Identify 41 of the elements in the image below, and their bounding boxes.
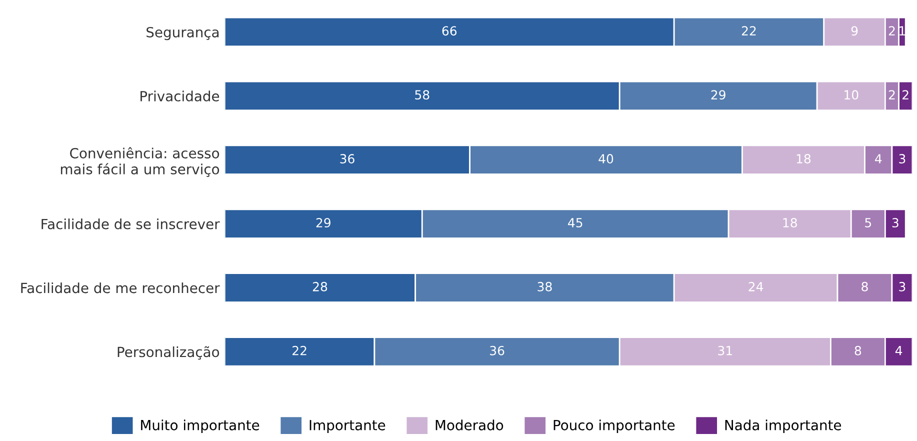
y-tick-label: Facilidade de se inscrever bbox=[42, 218, 220, 230]
data-label: 29 bbox=[316, 218, 330, 228]
data-label: 29 bbox=[711, 90, 726, 100]
y-tick-label: Privacidade bbox=[140, 90, 220, 102]
data-label: 2 bbox=[888, 26, 895, 36]
data-label: 66 bbox=[442, 26, 457, 36]
data-label: 8 bbox=[854, 346, 862, 356]
data-label: 18 bbox=[796, 154, 811, 164]
data-label: 4 bbox=[895, 346, 902, 356]
data-label: 3 bbox=[899, 154, 906, 164]
data-label: 58 bbox=[415, 90, 430, 100]
y-tick-label: Conveniência: acesso mais fácil a um serviço bbox=[60, 147, 220, 177]
data-label: 31 bbox=[718, 346, 732, 356]
data-label: 22 bbox=[742, 26, 756, 36]
data-label: 1 bbox=[900, 26, 906, 36]
data-label: 45 bbox=[568, 218, 582, 228]
legend-label: Pouco importante bbox=[554, 420, 675, 434]
data-label: 40 bbox=[598, 154, 614, 164]
data-label: 22 bbox=[292, 346, 306, 356]
data-label: 36 bbox=[490, 346, 504, 356]
data-label: 5 bbox=[865, 218, 872, 228]
legend-label: Importante bbox=[310, 420, 386, 434]
data-label: 18 bbox=[783, 218, 797, 228]
data-label: 3 bbox=[892, 218, 898, 228]
data-label: 24 bbox=[748, 282, 764, 292]
data-label: 10 bbox=[844, 90, 858, 100]
data-label: 3 bbox=[899, 282, 906, 292]
data-label: 9 bbox=[851, 26, 858, 36]
data-label: 2 bbox=[888, 90, 895, 100]
data-label: 28 bbox=[312, 282, 328, 292]
y-tick-label: Personalização bbox=[118, 346, 220, 360]
data-label: 36 bbox=[340, 154, 354, 164]
legend-label: Muito importante bbox=[141, 420, 260, 434]
y-tick-label: Facilidade de me reconhecer bbox=[21, 282, 220, 294]
data-label: 4 bbox=[875, 154, 882, 164]
legend-label: Moderado bbox=[436, 420, 504, 430]
y-tick-label: Segurança bbox=[146, 26, 219, 40]
data-label: 8 bbox=[862, 282, 868, 292]
legend-label: Nada importante bbox=[725, 420, 842, 434]
data-label: 2 bbox=[902, 90, 908, 100]
data-label: 38 bbox=[538, 282, 552, 292]
